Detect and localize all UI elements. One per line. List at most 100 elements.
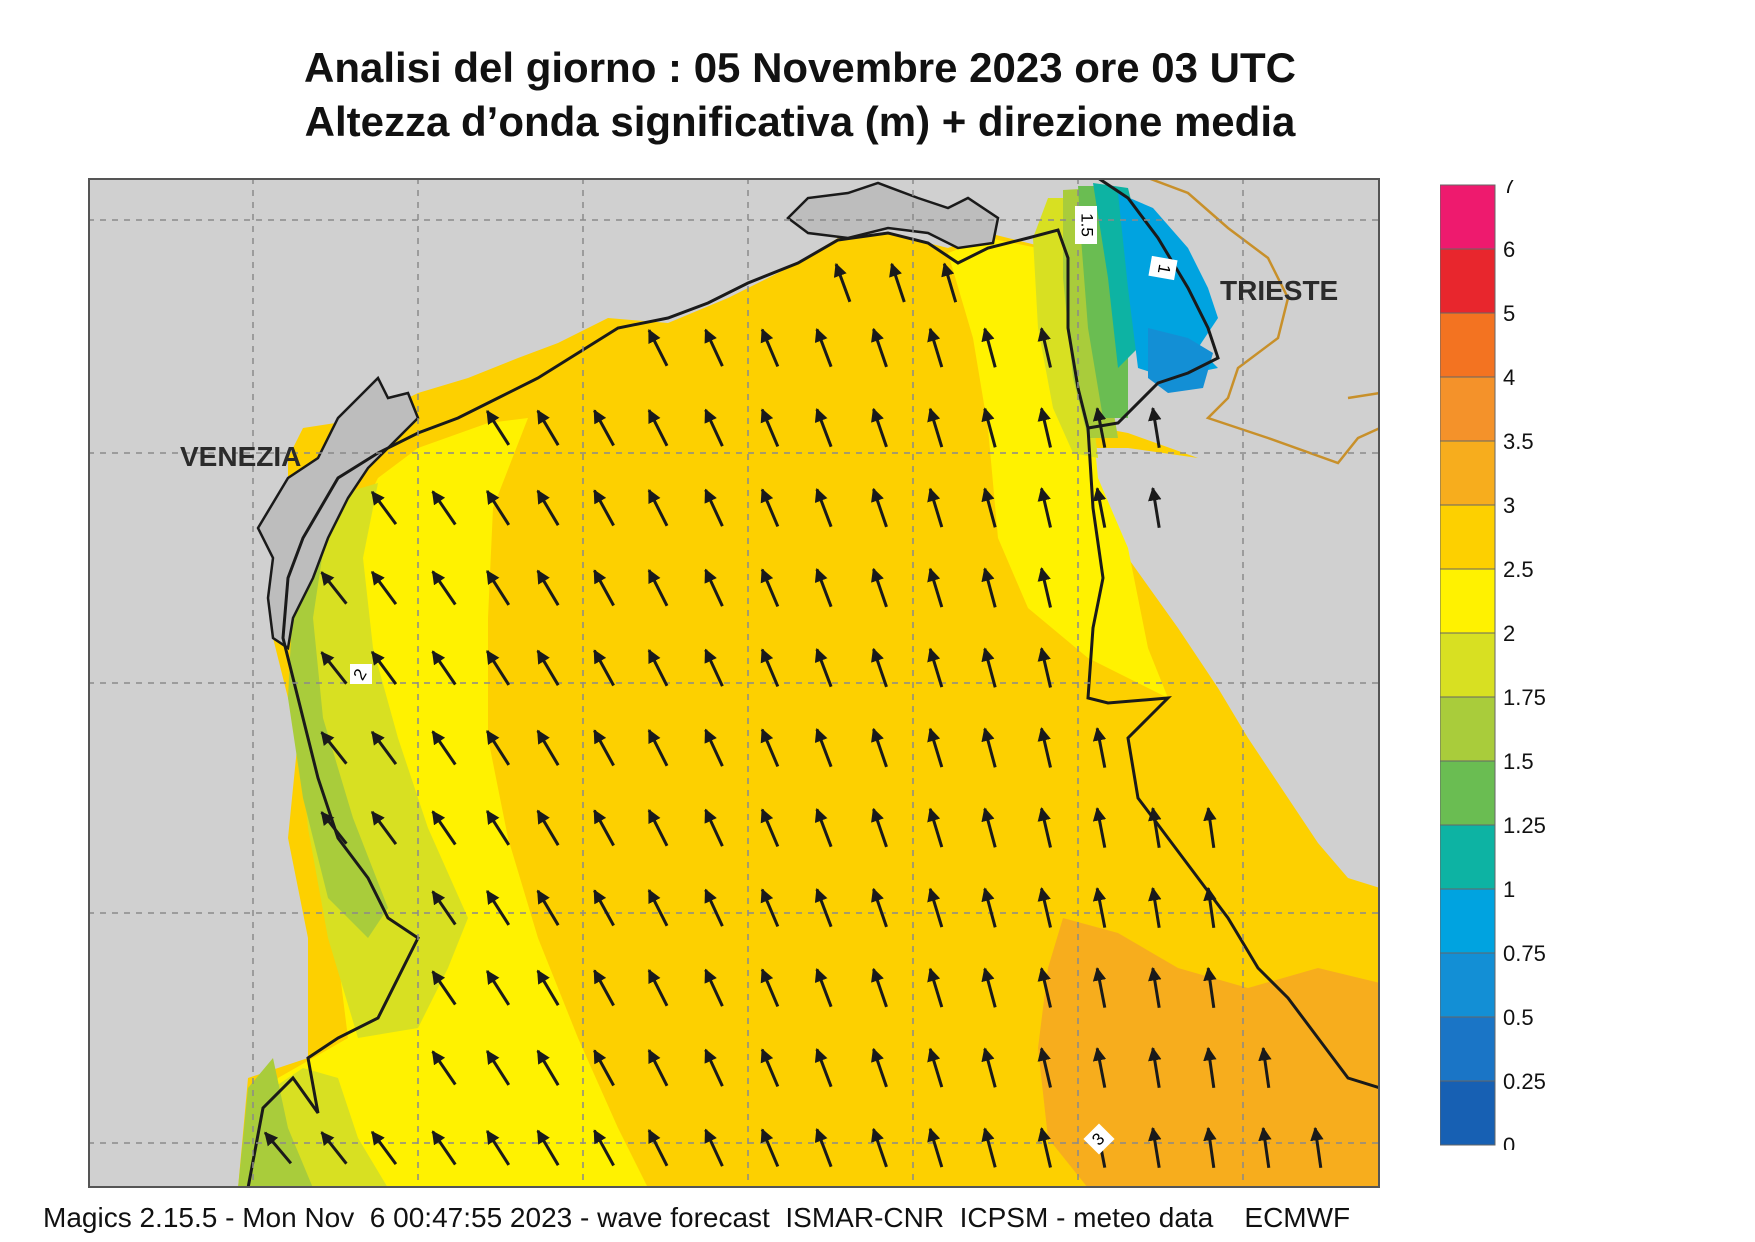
sea-zone-0.75-1m-gulf — [1118, 193, 1218, 378]
wave-direction-arrow — [927, 567, 944, 608]
wave-direction-arrow — [1203, 1046, 1217, 1089]
wave-direction-arrow — [1148, 1126, 1162, 1168]
wave-direction-arrow — [1258, 1046, 1272, 1089]
wave-direction-arrow — [833, 262, 852, 303]
wave-direction-arrow — [320, 1131, 348, 1165]
wave-direction-arrow — [1203, 806, 1217, 849]
contour-label-2: 2 — [350, 664, 372, 684]
legend-swatch — [1440, 312, 1496, 378]
wave-direction-arrow — [871, 327, 888, 368]
wave-direction-arrow — [370, 650, 398, 685]
legend-swatch — [1440, 824, 1496, 890]
wave-direction-arrow — [647, 568, 669, 607]
map-frame — [88, 178, 1380, 1188]
contour-label-1.5: 1.5 — [1075, 206, 1097, 244]
sea-zone-0.5-0.75m-gulf — [1148, 328, 1213, 393]
wave-direction-arrow — [981, 327, 997, 368]
wave-direction-arrow — [536, 809, 560, 846]
wave-direction-arrow — [704, 1048, 724, 1087]
wave-direction-arrow — [1148, 486, 1162, 528]
legend-swatch — [1440, 504, 1496, 570]
wave-direction-arrow — [647, 1048, 669, 1087]
wave-direction-arrow — [760, 568, 780, 607]
wave-direction-arrow — [320, 651, 348, 685]
wave-direction-arrow — [370, 810, 398, 845]
wave-direction-arrow — [981, 887, 997, 928]
wave-direction-arrow — [593, 889, 615, 927]
wave-direction-arrow — [1037, 407, 1052, 448]
wave-direction-arrow — [814, 568, 833, 608]
wave-direction-arrow — [1037, 647, 1052, 688]
wave-direction-arrow — [704, 408, 724, 447]
wave-direction-arrow — [536, 729, 560, 766]
wave-direction-arrow — [1037, 487, 1052, 528]
legend-swatch — [1440, 568, 1496, 634]
wave-direction-arrow — [320, 571, 348, 605]
wave-direction-arrow — [593, 1049, 615, 1087]
wave-direction-arrow — [1258, 1126, 1272, 1169]
wave-direction-arrow — [1037, 807, 1052, 848]
legend-label: 5 — [1503, 301, 1515, 326]
wave-direction-arrow — [1203, 886, 1217, 929]
legend-label: 3.5 — [1503, 429, 1534, 454]
map-title-date: Analisi del giorno : 05 Novembre 2023 or… — [304, 44, 1296, 91]
wave-direction-arrow — [760, 408, 780, 447]
wave-direction-arrow — [647, 488, 669, 527]
wave-direction-arrow — [941, 262, 958, 303]
wave-direction-arrow — [485, 809, 511, 846]
wave-direction-arrow — [1092, 807, 1107, 848]
wave-direction-arrow — [981, 807, 997, 848]
graticule — [88, 178, 1380, 1188]
wave-direction-arrow — [1037, 567, 1052, 608]
legend-swatch — [1440, 440, 1496, 506]
place-label-venezia: VENEZIA — [180, 441, 301, 472]
wave-direction-arrow — [431, 1050, 457, 1086]
legend-label: 3 — [1503, 493, 1515, 518]
wave-direction-arrow — [704, 968, 724, 1007]
wave-direction-arrow — [536, 489, 560, 526]
wave-direction-arrow — [431, 1130, 457, 1166]
wave-direction-arrow — [593, 569, 615, 607]
wave-direction-arrow — [536, 1129, 560, 1166]
wave-direction-arrow — [1092, 407, 1107, 448]
legend-swatch — [1440, 1080, 1496, 1146]
wave-direction-arrow — [431, 810, 457, 846]
wave-direction-arrow — [981, 1047, 997, 1088]
wave-direction-arrow — [593, 489, 615, 527]
wave-direction-arrow — [704, 328, 724, 367]
wave-direction-arrow — [814, 408, 833, 448]
wave-direction-arrow — [485, 569, 511, 606]
wave-direction-arrow — [370, 730, 398, 765]
wave-direction-arrow — [871, 1047, 888, 1088]
wave-direction-arrow — [760, 1128, 780, 1167]
wave-direction-arrow — [927, 647, 944, 688]
wave-direction-arrow — [593, 409, 615, 447]
contour-label-1: 1 — [1148, 255, 1178, 281]
wave-direction-arrow — [647, 808, 669, 847]
wave-direction-arrow — [593, 809, 615, 847]
wave-direction-arrow — [536, 649, 560, 686]
wave-direction-arrow — [927, 1047, 944, 1088]
national-border — [1147, 178, 1380, 465]
wave-direction-arrow — [871, 887, 888, 928]
wave-direction-arrow — [647, 648, 669, 687]
wave-direction-arrow — [1092, 487, 1107, 528]
legend-label: 1 — [1503, 877, 1515, 902]
wave-direction-arrow — [1037, 1127, 1052, 1168]
svg-text:1: 1 — [1154, 263, 1174, 276]
wave-direction-arrow — [981, 967, 997, 1008]
wave-direction-arrow — [981, 727, 997, 768]
legend-label: 2 — [1503, 621, 1515, 646]
wave-direction-arrow — [760, 328, 780, 367]
wave-direction-arrow — [814, 1128, 833, 1168]
wave-direction-arrow — [431, 890, 457, 926]
wave-direction-arrow — [485, 489, 511, 526]
wave-direction-arrow — [814, 488, 833, 528]
wave-direction-arrow — [760, 488, 780, 527]
wave-direction-arrow — [704, 568, 724, 607]
marano-lagoon-land — [786, 181, 1000, 250]
wave-direction-arrow — [485, 889, 511, 926]
legend-label: 1.5 — [1503, 749, 1534, 774]
wave-direction-arrow — [814, 648, 833, 688]
wave-direction-arrow — [704, 888, 724, 927]
